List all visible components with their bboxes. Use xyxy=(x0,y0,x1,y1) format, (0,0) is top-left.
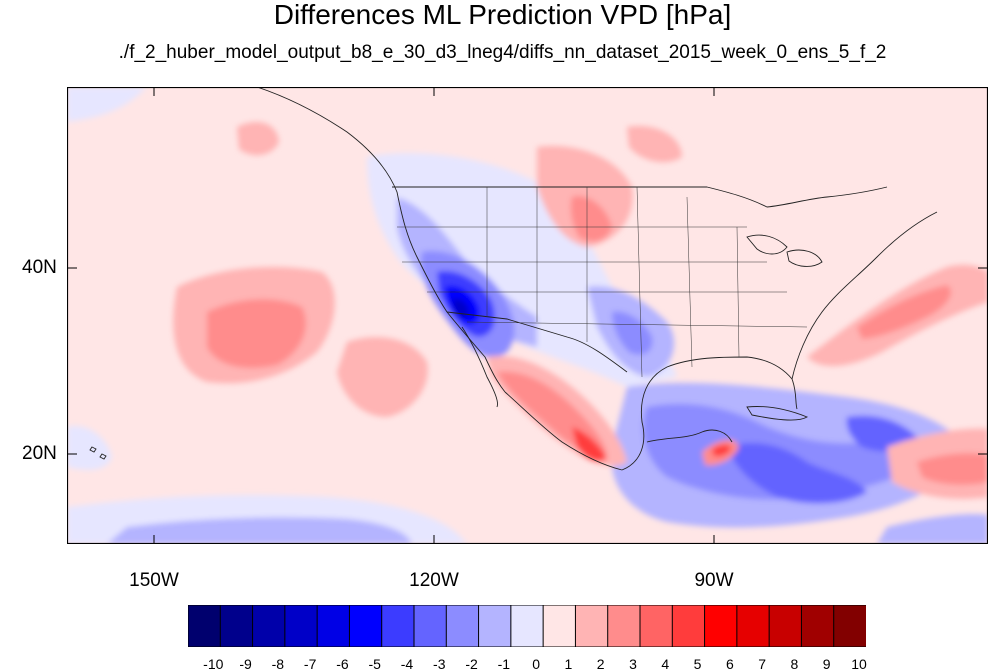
colorbar-swatch xyxy=(639,605,674,647)
colorbar-tick-label: -2 xyxy=(465,656,478,672)
colorbar-tick-label: 7 xyxy=(758,656,767,672)
colorbar-tick-label: 8 xyxy=(790,656,799,672)
colorbar-swatch xyxy=(736,605,771,647)
colorbar xyxy=(188,605,866,647)
lon-label-90w: 90W xyxy=(694,570,734,591)
colorbar-swatch xyxy=(510,605,545,647)
colorbar-tick-label: -8 xyxy=(271,656,285,672)
map-canvas xyxy=(67,87,988,544)
colorbar-tick-label: 0 xyxy=(532,656,541,672)
colorbar-tick-label: 9 xyxy=(822,656,831,672)
colorbar-swatch xyxy=(316,605,351,647)
colorbar-tick-label: -6 xyxy=(336,656,349,672)
colorbar-swatch xyxy=(219,605,254,647)
colorbar-swatch xyxy=(348,605,383,647)
colorbar-swatch xyxy=(800,605,835,647)
colorbar-tick-label: 5 xyxy=(693,656,702,672)
colorbar-swatch xyxy=(188,605,222,647)
colorbar-tick-label: -9 xyxy=(239,656,252,672)
colorbar-swatch xyxy=(574,605,609,647)
colorbar-swatch xyxy=(413,605,448,647)
colorbar-tick-label: -1 xyxy=(497,656,511,672)
colorbar-swatch xyxy=(704,605,738,647)
map-panel xyxy=(67,87,988,544)
colorbar-swatch xyxy=(607,605,641,647)
colorbar-tick-label: 3 xyxy=(629,656,637,672)
colorbar-swatch xyxy=(768,605,803,647)
colorbar-tick-label: -3 xyxy=(433,656,446,672)
lat-label-40n: 40N xyxy=(22,257,57,278)
colorbar-swatch xyxy=(542,605,577,647)
map-subtitle: ./f_2_huber_model_output_b8_e_30_d3_lneg… xyxy=(118,42,887,63)
colorbar-swatch xyxy=(833,605,866,647)
map-frame xyxy=(67,87,988,544)
lon-label-150w: 150W xyxy=(129,570,179,591)
colorbar-swatches xyxy=(188,605,866,647)
colorbar-tick-label: 1 xyxy=(564,656,573,672)
coastlines xyxy=(89,87,938,471)
colorbar-tick-label: -7 xyxy=(303,656,317,672)
colorbar-swatch xyxy=(381,605,416,647)
colorbar-swatch xyxy=(671,605,706,647)
colorbar-tick-label: 10 xyxy=(851,656,867,672)
anomaly-field xyxy=(67,87,988,544)
colorbar-tick-label: -4 xyxy=(400,656,414,672)
lon-label-120w: 120W xyxy=(409,570,459,591)
colorbar-swatch xyxy=(478,605,512,647)
colorbar-tick-label: 2 xyxy=(596,656,605,672)
colorbar-swatch xyxy=(252,605,286,647)
colorbar-tick-label: -5 xyxy=(368,656,381,672)
map-title: Differences ML Prediction VPD [hPa] xyxy=(273,0,732,30)
axis-ticks xyxy=(67,87,988,544)
state-borders xyxy=(397,186,808,378)
colorbar-tick-label: 6 xyxy=(725,656,734,672)
colorbar-swatch xyxy=(445,605,480,647)
colorbar-tick-label: 4 xyxy=(661,656,670,672)
lat-label-20n: 20N xyxy=(22,443,57,464)
colorbar-tick-label: -10 xyxy=(203,656,224,672)
colorbar-swatch xyxy=(284,605,319,647)
